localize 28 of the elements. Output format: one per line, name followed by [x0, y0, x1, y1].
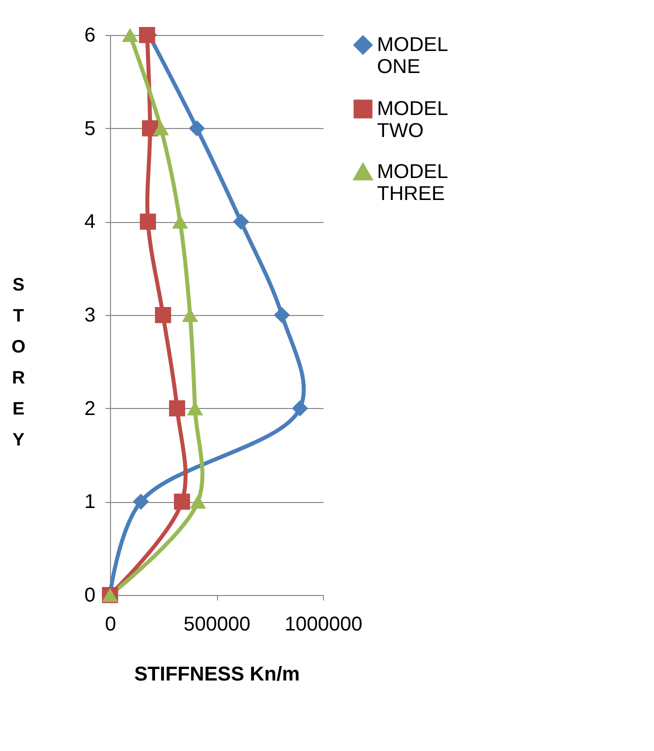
y-tick-label: 4	[84, 211, 96, 234]
y-tick-label: 3	[84, 304, 96, 326]
point	[174, 494, 190, 510]
y-tick-label: 5	[84, 118, 96, 140]
x-tick-label: 0	[104, 614, 116, 636]
point	[122, 28, 138, 42]
point	[152, 121, 169, 136]
point	[169, 400, 186, 416]
x-tick-label: 500000	[184, 614, 250, 636]
point	[292, 400, 308, 416]
point	[154, 306, 172, 324]
point	[132, 494, 149, 510]
y-tick-label: 2	[84, 398, 96, 420]
x-axis-title: STIFFNESS Kn/m	[134, 664, 300, 686]
y-tick-label: 0	[84, 584, 96, 606]
y-axis-title: STOREY	[11, 274, 26, 450]
legend-label: MODEL THREE	[377, 161, 448, 205]
legend-label: MODEL ONE	[377, 34, 448, 78]
point	[188, 120, 205, 136]
legend-label: MODEL TWO	[377, 98, 448, 142]
y-tick-label: 1	[84, 491, 96, 514]
x-tick-label: 1000000	[284, 614, 362, 636]
point	[274, 306, 290, 324]
point	[232, 214, 250, 230]
point	[172, 214, 188, 229]
point	[190, 494, 206, 509]
y-tick-label: 6	[84, 24, 96, 46]
point	[140, 214, 156, 230]
